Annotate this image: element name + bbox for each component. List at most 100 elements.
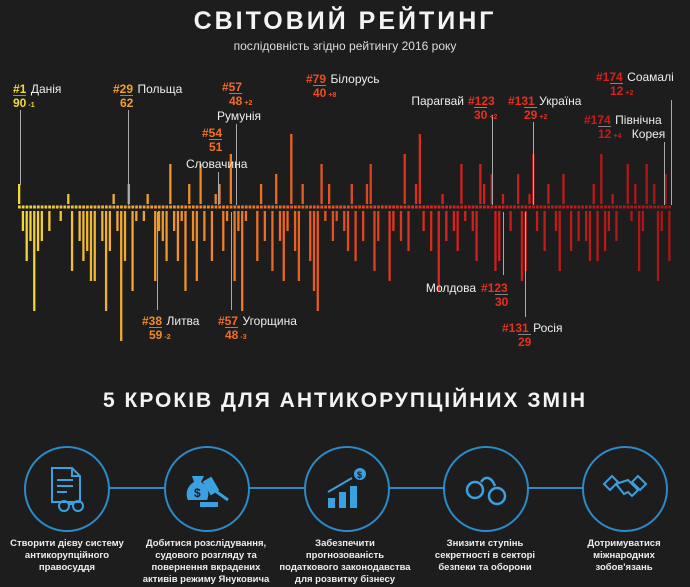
- bar: [214, 194, 217, 204]
- bar: [418, 134, 421, 204]
- leader-line: [236, 124, 237, 205]
- annotation-ukraine: #131 Україна 29 +2: [508, 94, 582, 122]
- axis-segment: [25, 205, 29, 209]
- axis-segment: [36, 205, 40, 209]
- bar: [146, 194, 149, 204]
- bar: [653, 184, 656, 204]
- axis-segment: [615, 205, 619, 209]
- axis-segment: [21, 205, 25, 209]
- axis-segment: [161, 205, 165, 209]
- axis-segment: [165, 205, 169, 209]
- bar: [498, 211, 501, 261]
- axis-segment: [350, 205, 354, 209]
- rating-bar-chart: [18, 134, 671, 341]
- axis-segment: [301, 205, 305, 209]
- bar: [165, 211, 168, 261]
- bar: [558, 211, 561, 271]
- axis-segment: [464, 205, 467, 209]
- step-text-2: Добитися розслідування, судового розгляд…: [142, 538, 270, 585]
- axis-segment: [513, 205, 517, 209]
- bar: [241, 211, 244, 311]
- bar: [157, 211, 161, 231]
- axis-segment: [430, 205, 433, 209]
- axis-segment: [157, 205, 161, 209]
- bar: [585, 211, 588, 241]
- axis-segment: [59, 205, 63, 209]
- bar: [577, 211, 580, 241]
- axis-segment: [641, 205, 645, 209]
- bar: [78, 211, 81, 241]
- axis-segment: [74, 205, 78, 209]
- bar: [445, 211, 448, 241]
- bar: [229, 154, 232, 204]
- bar: [430, 211, 433, 251]
- axis-segment: [335, 205, 339, 209]
- axis-segment: [588, 205, 592, 209]
- bar: [607, 211, 611, 231]
- axis-segment: [407, 205, 411, 209]
- bar: [275, 174, 278, 204]
- axis-segment: [331, 205, 335, 209]
- bar: [21, 211, 25, 231]
- bar: [475, 211, 478, 261]
- leader-line: [664, 142, 665, 205]
- bar: [645, 164, 648, 204]
- axis-segment: [380, 205, 384, 209]
- axis-segment: [316, 205, 320, 209]
- axis-segment: [622, 205, 626, 209]
- axis-segment: [82, 205, 86, 209]
- bar: [441, 194, 444, 204]
- bar: [82, 211, 85, 261]
- bar: [354, 211, 357, 261]
- bar: [135, 211, 138, 221]
- axis-segment: [346, 205, 350, 209]
- step-text-5: Дотримуватися міжнародних зобов'язань: [587, 538, 661, 573]
- bar: [331, 211, 335, 241]
- leader-line: [157, 212, 158, 310]
- annotation-romania-name: Румунія: [217, 109, 262, 123]
- axis-segment: [237, 205, 241, 209]
- axis-segment: [52, 205, 55, 209]
- axis-segment: [70, 205, 74, 209]
- axis-segment: [520, 205, 524, 209]
- bar: [33, 211, 36, 311]
- axis-segment: [267, 205, 271, 209]
- axis-segment: [271, 205, 275, 209]
- axis-segment: [551, 205, 554, 209]
- bar: [225, 211, 229, 221]
- axis-segment: [517, 205, 520, 209]
- money-bag-gavel-icon: $: [186, 476, 229, 507]
- axis-segment: [422, 205, 426, 209]
- bar: [460, 164, 463, 204]
- bar: [373, 211, 376, 271]
- bar: [89, 211, 93, 281]
- axis-segment: [135, 205, 138, 209]
- axis-segment: [471, 205, 475, 209]
- axis-segment: [320, 205, 324, 209]
- axis-segment: [286, 205, 290, 209]
- axis-segment: [656, 205, 660, 209]
- svg-text:$: $: [194, 486, 201, 500]
- axis-segment: [362, 205, 365, 209]
- bar: [123, 211, 127, 261]
- axis-segment: [498, 205, 501, 209]
- axis-segment: [603, 205, 607, 209]
- bar: [29, 211, 32, 241]
- step-circle-1: [24, 446, 110, 532]
- annotation-moldova: #123 30: [481, 281, 509, 309]
- step-circle-2: $: [164, 446, 250, 532]
- axis-segment: [396, 205, 399, 209]
- axis-segment: [327, 205, 331, 209]
- axis-segment: [290, 205, 293, 209]
- axis-segment: [297, 205, 301, 209]
- bar: [422, 211, 425, 231]
- axis-segment: [566, 205, 569, 209]
- bar: [176, 211, 180, 261]
- axis-segment: [501, 205, 505, 209]
- annotation-paraguay-name: Парагвай: [411, 94, 464, 108]
- annotation-north-korea: #174 Північна 12 +4 Корея: [584, 113, 666, 141]
- bar: [293, 211, 297, 251]
- step-text-4: Знизити ступінь секретності в секторі бе…: [434, 538, 536, 573]
- bar: [40, 211, 43, 241]
- axis-segment: [278, 205, 282, 209]
